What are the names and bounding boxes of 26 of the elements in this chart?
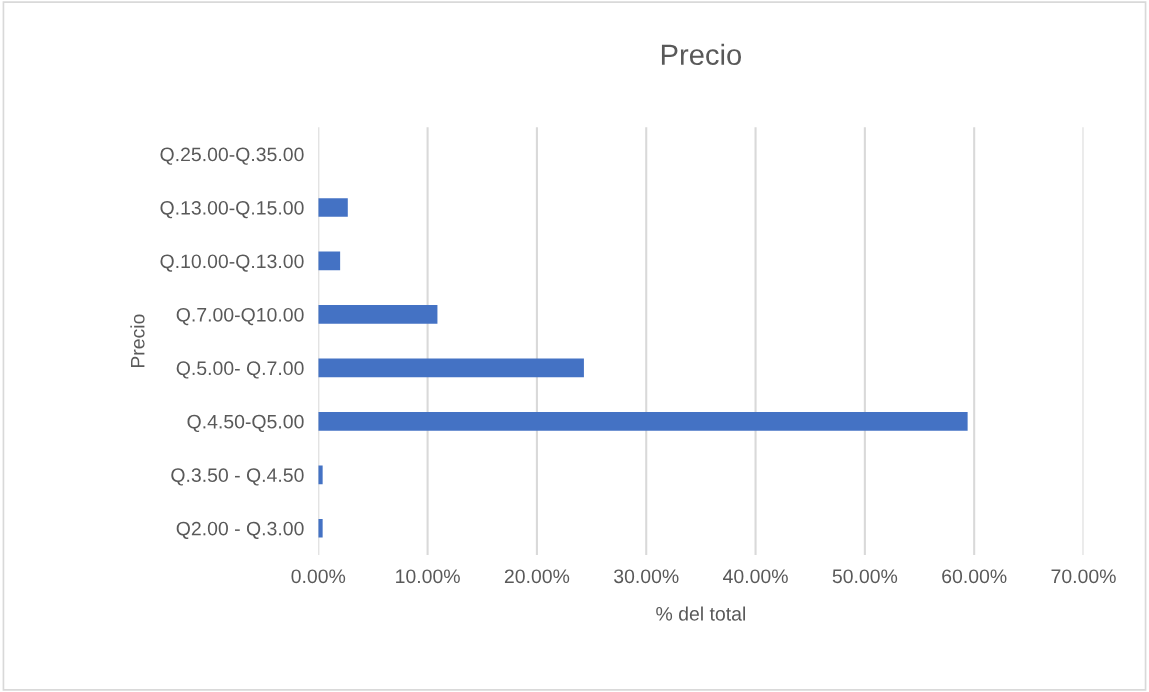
bar xyxy=(318,198,348,217)
x-tick-label: 70.00% xyxy=(1051,569,1116,584)
x-tick-label: 0.00% xyxy=(291,569,346,584)
x-tick-label: 30.00% xyxy=(614,569,679,584)
chart-title: Precio xyxy=(661,43,741,66)
x-tick-label: 60.00% xyxy=(942,569,1007,584)
y-tick-label: Q.4.50-Q5.00 xyxy=(187,414,304,433)
y-tick-label: Q.5.00- Q.7.00 xyxy=(176,361,304,379)
y-tick-label: Q.25.00-Q.35.00 xyxy=(160,147,304,165)
x-tick-label: 50.00% xyxy=(832,569,898,584)
y-axis-title: Precio xyxy=(130,314,145,368)
bar xyxy=(318,358,584,378)
bar xyxy=(318,305,438,324)
bar xyxy=(318,411,968,431)
y-tick-label: Q.3.50 - Q.4.50 xyxy=(171,468,304,486)
bar xyxy=(318,251,341,271)
bar xyxy=(318,465,323,485)
x-axis-title: % del total xyxy=(656,606,745,621)
x-tick-label: 10.00% xyxy=(396,569,460,584)
x-tick-label: 40.00% xyxy=(723,569,788,584)
bar xyxy=(318,518,323,538)
x-tick-label: 20.00% xyxy=(504,569,570,584)
y-tick-label: Q.13.00-Q.15.00 xyxy=(160,200,304,219)
y-tick-label: Q2.00 - Q.3.00 xyxy=(176,521,304,539)
y-tick-label: Q.10.00-Q.13.00 xyxy=(160,254,304,272)
y-tick-label: Q.7.00-Q10.00 xyxy=(176,307,304,326)
